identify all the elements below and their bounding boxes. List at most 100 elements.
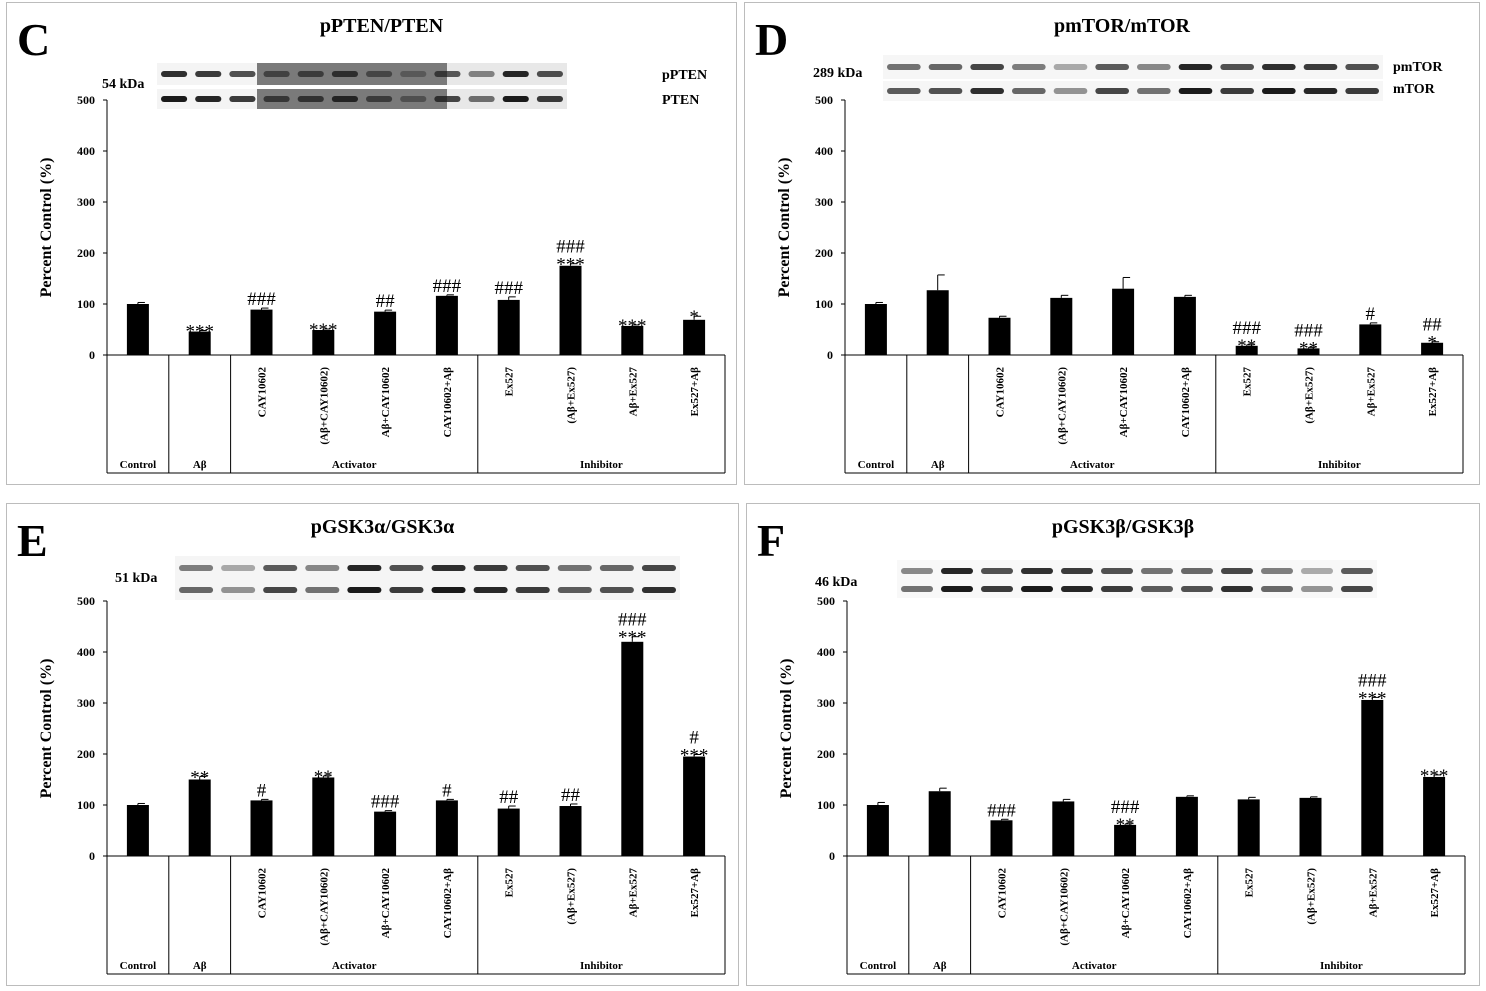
- significance-label: ##: [1423, 315, 1443, 336]
- blot-band: [1345, 64, 1379, 70]
- y-tick-label: 300: [817, 696, 835, 710]
- significance-label: ***: [618, 628, 647, 649]
- significance-label: ***: [618, 316, 647, 337]
- significance-label: #: [689, 728, 699, 749]
- bar: [621, 325, 644, 355]
- blot-band: [502, 96, 529, 102]
- blot-band: [1220, 88, 1254, 94]
- significance-label: ###: [1111, 797, 1140, 818]
- blot-band: [297, 71, 324, 77]
- y-tick-label: 200: [77, 246, 95, 260]
- blot-band: [389, 565, 424, 571]
- bar: [1050, 297, 1073, 355]
- blot-band: [1053, 88, 1088, 94]
- blot-band: [970, 64, 1004, 70]
- panel-letter: C: [17, 14, 50, 65]
- significance-label: ###: [1294, 320, 1323, 341]
- blot-band: [400, 71, 427, 77]
- category-label: Ex527+Aβ: [689, 868, 701, 918]
- blot-band: [1053, 64, 1088, 70]
- category-label: CAY10602: [257, 367, 269, 418]
- bar: [312, 777, 335, 856]
- blot-band: [305, 565, 340, 571]
- blot-band: [1261, 586, 1293, 592]
- blot-band: [263, 565, 298, 571]
- blot-band: [347, 565, 382, 571]
- significance-label: #: [257, 780, 267, 801]
- category-label: Aβ+Ex527: [627, 367, 639, 417]
- blot-band: [599, 587, 634, 593]
- blot-band: [331, 96, 358, 102]
- significance-label: **: [190, 767, 209, 788]
- bar: [926, 290, 949, 355]
- blot-band: [366, 96, 393, 102]
- blot-band: [1141, 568, 1173, 574]
- blot-band: [1303, 64, 1338, 70]
- blot-band: [229, 96, 256, 102]
- western-blot-image: [175, 556, 680, 600]
- y-tick-label: 200: [77, 747, 95, 761]
- bar: [435, 800, 458, 856]
- bar: [250, 309, 273, 355]
- blot-band: [195, 96, 222, 102]
- significance-label: **: [1237, 336, 1256, 357]
- blot-band: [389, 587, 424, 593]
- group-label: Aβ: [193, 459, 207, 471]
- blot-band: [1178, 64, 1213, 70]
- blot-band: [515, 587, 550, 593]
- category-label: (Aβ+Ex527): [1304, 367, 1316, 424]
- blot-band: [1021, 568, 1053, 574]
- bar: [374, 311, 397, 355]
- group-label: Control: [120, 459, 156, 471]
- kda-label: 289 kDa: [813, 66, 862, 81]
- kda-label: 46 kDa: [815, 575, 857, 590]
- group-label: Inhibitor: [580, 459, 623, 471]
- panel-title: pPTEN/PTEN: [320, 15, 444, 37]
- blot-band: [366, 71, 393, 77]
- y-axis-label: Percent Control (%): [776, 158, 793, 298]
- bar: [1359, 324, 1382, 355]
- panel-letter: D: [755, 14, 788, 65]
- blot-band: [1101, 568, 1133, 574]
- blot-background: [897, 580, 1377, 598]
- blot-background: [897, 560, 1377, 582]
- category-label: CAY10602+Aβ: [1180, 367, 1192, 438]
- blot-background: [883, 55, 1383, 79]
- group-label: Control: [120, 960, 156, 972]
- kda-label: 54 kDa: [102, 77, 144, 92]
- y-tick-label: 100: [815, 297, 833, 311]
- blot-band: [557, 587, 592, 593]
- category-label: (Aβ+Ex527): [566, 367, 578, 424]
- y-tick-label: 100: [77, 798, 95, 812]
- blot-band: [431, 565, 466, 571]
- category-label: (Aβ+CAY10602): [318, 868, 330, 946]
- blot-band: [1012, 88, 1046, 94]
- bar: [1235, 345, 1258, 355]
- y-tick-label: 400: [77, 144, 95, 158]
- group-label: Inhibitor: [1320, 960, 1363, 972]
- category-label: Aβ+Ex527: [1365, 367, 1377, 417]
- blot-band: [1220, 64, 1254, 70]
- blot-band: [1345, 88, 1379, 94]
- y-tick-label: 0: [827, 348, 833, 362]
- significance-label: ***: [680, 746, 709, 767]
- significance-label: #: [1366, 304, 1376, 325]
- y-tick-label: 500: [77, 594, 95, 608]
- blot-band: [1137, 88, 1171, 94]
- bar: [988, 317, 1011, 355]
- blot-band: [970, 88, 1004, 94]
- blot-band: [1262, 64, 1296, 70]
- blot-band: [1021, 586, 1053, 592]
- category-label: CAY10602: [997, 868, 1009, 919]
- blot-band: [1221, 586, 1253, 592]
- bar: [683, 319, 706, 355]
- category-label: Ex527+Aβ: [1429, 868, 1441, 918]
- blot-band: [536, 96, 563, 102]
- y-tick-label: 400: [817, 645, 835, 659]
- panel-title: pmTOR/mTOR: [1054, 15, 1191, 37]
- significance-label: #: [442, 780, 452, 801]
